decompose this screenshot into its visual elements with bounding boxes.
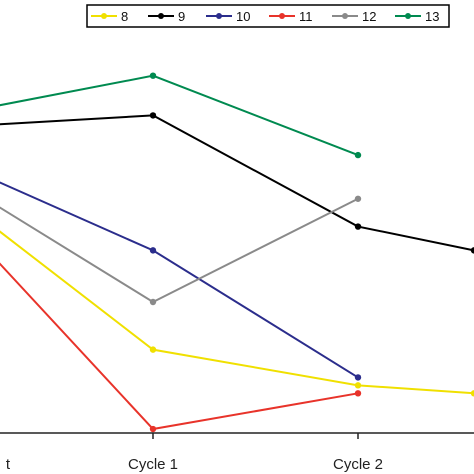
legend-label: 9 [178, 9, 185, 24]
series-12 [0, 195, 362, 306]
legend-label: 10 [236, 9, 250, 24]
x-axis-ticks: t Cycle 1 Cycle 2 [6, 433, 383, 473]
legend-item-8: 8 [91, 9, 128, 24]
series-13 [0, 72, 362, 159]
legend-swatch-marker [101, 13, 107, 19]
x-tick-label: t [6, 456, 11, 473]
series-line-12 [0, 197, 359, 304]
data-point [354, 151, 362, 159]
series-line-9 [0, 114, 474, 252]
series-line-8 [0, 230, 474, 395]
data-point [354, 374, 362, 381]
legend-item-11: 11 [269, 9, 313, 24]
series-lines [0, 72, 474, 433]
legend-item-12: 12 [332, 9, 376, 24]
x-tick-label: Cycle 1 [128, 456, 178, 473]
legend-swatch-marker [158, 13, 164, 19]
legend-item-10: 10 [206, 9, 250, 24]
series-9 [0, 112, 474, 254]
data-point [149, 425, 157, 433]
data-point [354, 390, 362, 397]
legend-label: 8 [121, 9, 128, 24]
data-point [470, 247, 474, 254]
data-point [354, 195, 362, 202]
legend-swatch-marker [279, 13, 285, 19]
legend-label: 12 [362, 9, 376, 24]
legend-box [86, 4, 450, 28]
legend-label: 13 [425, 9, 439, 24]
data-point [354, 223, 362, 230]
legend-swatch-marker [216, 13, 222, 19]
data-point [149, 346, 157, 353]
legend-label: 11 [299, 9, 313, 24]
legend-swatch-marker [342, 13, 348, 19]
series-line-13 [0, 74, 359, 157]
data-point [470, 390, 474, 397]
data-point [149, 247, 157, 254]
x-tick-label: Cycle 2 [333, 456, 383, 473]
series-11 [0, 262, 362, 433]
legend: 8 9 10 11 12 13 [86, 4, 450, 28]
series-10 [0, 181, 362, 381]
legend-item-9: 9 [148, 9, 185, 24]
series-line-10 [0, 181, 359, 379]
legend-swatch-marker [405, 13, 411, 19]
data-point [149, 112, 157, 119]
legend-item-13: 13 [395, 9, 439, 24]
data-point [149, 298, 157, 306]
data-point [354, 382, 362, 389]
series-8 [0, 230, 474, 397]
data-point [149, 72, 157, 79]
